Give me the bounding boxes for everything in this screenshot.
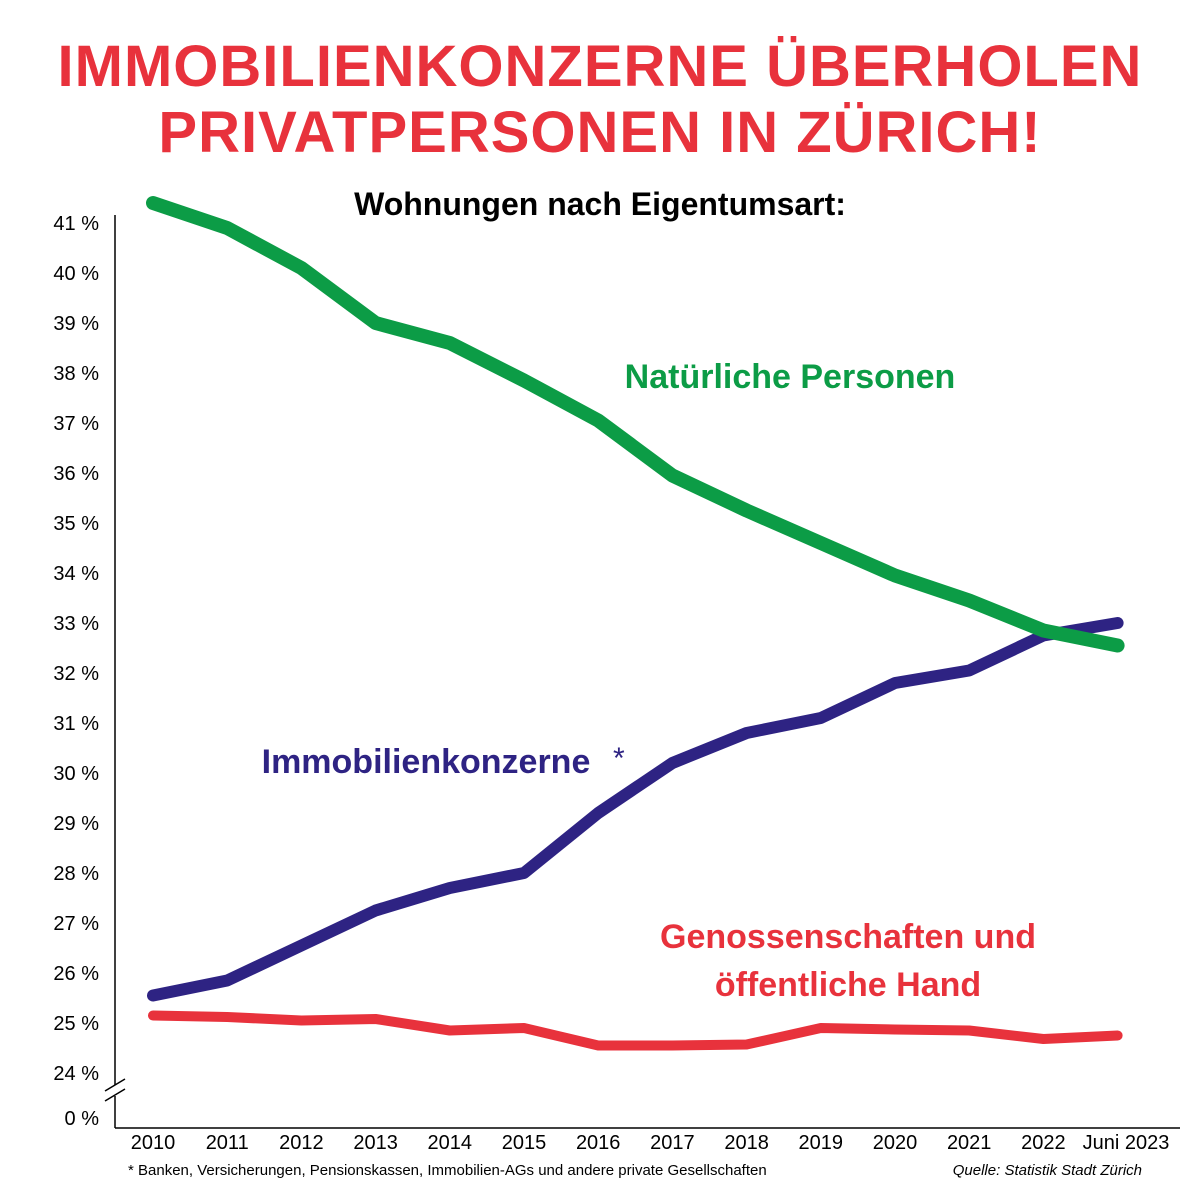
x-tick-label: 2015: [502, 1132, 547, 1154]
y-axis-labels: 0 % 24 % 25 % 26 % 27 % 28 % 29 % 30 % 31 % 32 % 3…: [53, 213, 99, 1130]
y-tick-label: 38 %: [53, 363, 99, 385]
y-tick-label: 32 %: [53, 663, 99, 685]
y-tick-label: 36 %: [53, 463, 99, 485]
series-labels: Natürliche Personen Immobilienkonzerne * Ge…: [262, 358, 1036, 1004]
series-line: [146, 196, 1125, 653]
x-tick-label: 2016: [576, 1132, 621, 1154]
y-tick-label: 39 %: [53, 313, 99, 335]
y-tick-label: 34 %: [53, 563, 99, 585]
x-tick-label: 2012: [279, 1132, 324, 1154]
axis-break-mark: [104, 1088, 126, 1102]
y-tick-label: 30 %: [53, 763, 99, 785]
series-label-natuerliche-personen: Natürliche Personen: [625, 358, 956, 396]
chart-title: Wohnungen nach Eigentumsart:: [354, 186, 846, 222]
footnote: * Banken, Versicherungen, Pensionskassen…: [128, 1162, 767, 1179]
y-tick-label: 29 %: [53, 813, 99, 835]
y-tick-label: 31 %: [53, 713, 99, 735]
x-tick-label: 2013: [353, 1132, 398, 1154]
x-tick-label: Juni 2023: [1083, 1132, 1170, 1154]
y-tick-label: 28 %: [53, 863, 99, 885]
headline-line-1: IMMOBILIENKONZERNE ÜBERHOLEN: [57, 34, 1143, 99]
y-tick-label: 26 %: [53, 963, 99, 985]
y-tick-label: 0 %: [65, 1108, 100, 1130]
x-tick-label: 2014: [428, 1132, 473, 1154]
x-tick-label: 2022: [1021, 1132, 1066, 1154]
x-tick-label: 2017: [650, 1132, 695, 1154]
series-label-genossenschaften-line-2: öffentliche Hand: [715, 966, 981, 1004]
x-tick-label: 2021: [947, 1132, 992, 1154]
y-tick-label: 27 %: [53, 913, 99, 935]
series-line: [148, 1010, 1123, 1051]
y-tick-label: 41 %: [53, 213, 99, 235]
y-tick-label: 37 %: [53, 413, 99, 435]
axes: [104, 215, 1180, 1129]
source-note: Quelle: Statistik Stadt Zürich: [952, 1162, 1142, 1179]
y-tick-label: 40 %: [53, 263, 99, 285]
series-label-genossenschaften-line-1: Genossenschaften und: [660, 918, 1036, 956]
y-tick-label: 25 %: [53, 1013, 99, 1035]
x-tick-label: 2010: [131, 1132, 176, 1154]
x-tick-label: 2011: [206, 1132, 249, 1154]
series-label-immobilienkonzerne: Immobilienkonzerne: [262, 743, 591, 781]
y-tick-label: 24 %: [53, 1063, 99, 1085]
series-lines: [146, 196, 1125, 1051]
x-tick-label: 2019: [799, 1132, 844, 1154]
headline: IMMOBILIENKONZERNE ÜBERHOLEN PRIVATPERSO…: [0, 34, 1200, 166]
x-tick-label: 2020: [873, 1132, 918, 1154]
x-tick-label: 2018: [724, 1132, 769, 1154]
series-line: [147, 617, 1124, 1002]
headline-line-2: PRIVATPERSONEN IN ZÜRICH!: [158, 100, 1042, 165]
y-tick-label: 33 %: [53, 613, 99, 635]
axis-break-mark: [104, 1078, 126, 1092]
y-tick-label: 35 %: [53, 513, 99, 535]
x-axis-labels: 2010 2011 2012 2013 2014 2015 2016 2017 2018 2019…: [131, 1132, 1170, 1154]
footnote-marker: *: [613, 742, 625, 775]
